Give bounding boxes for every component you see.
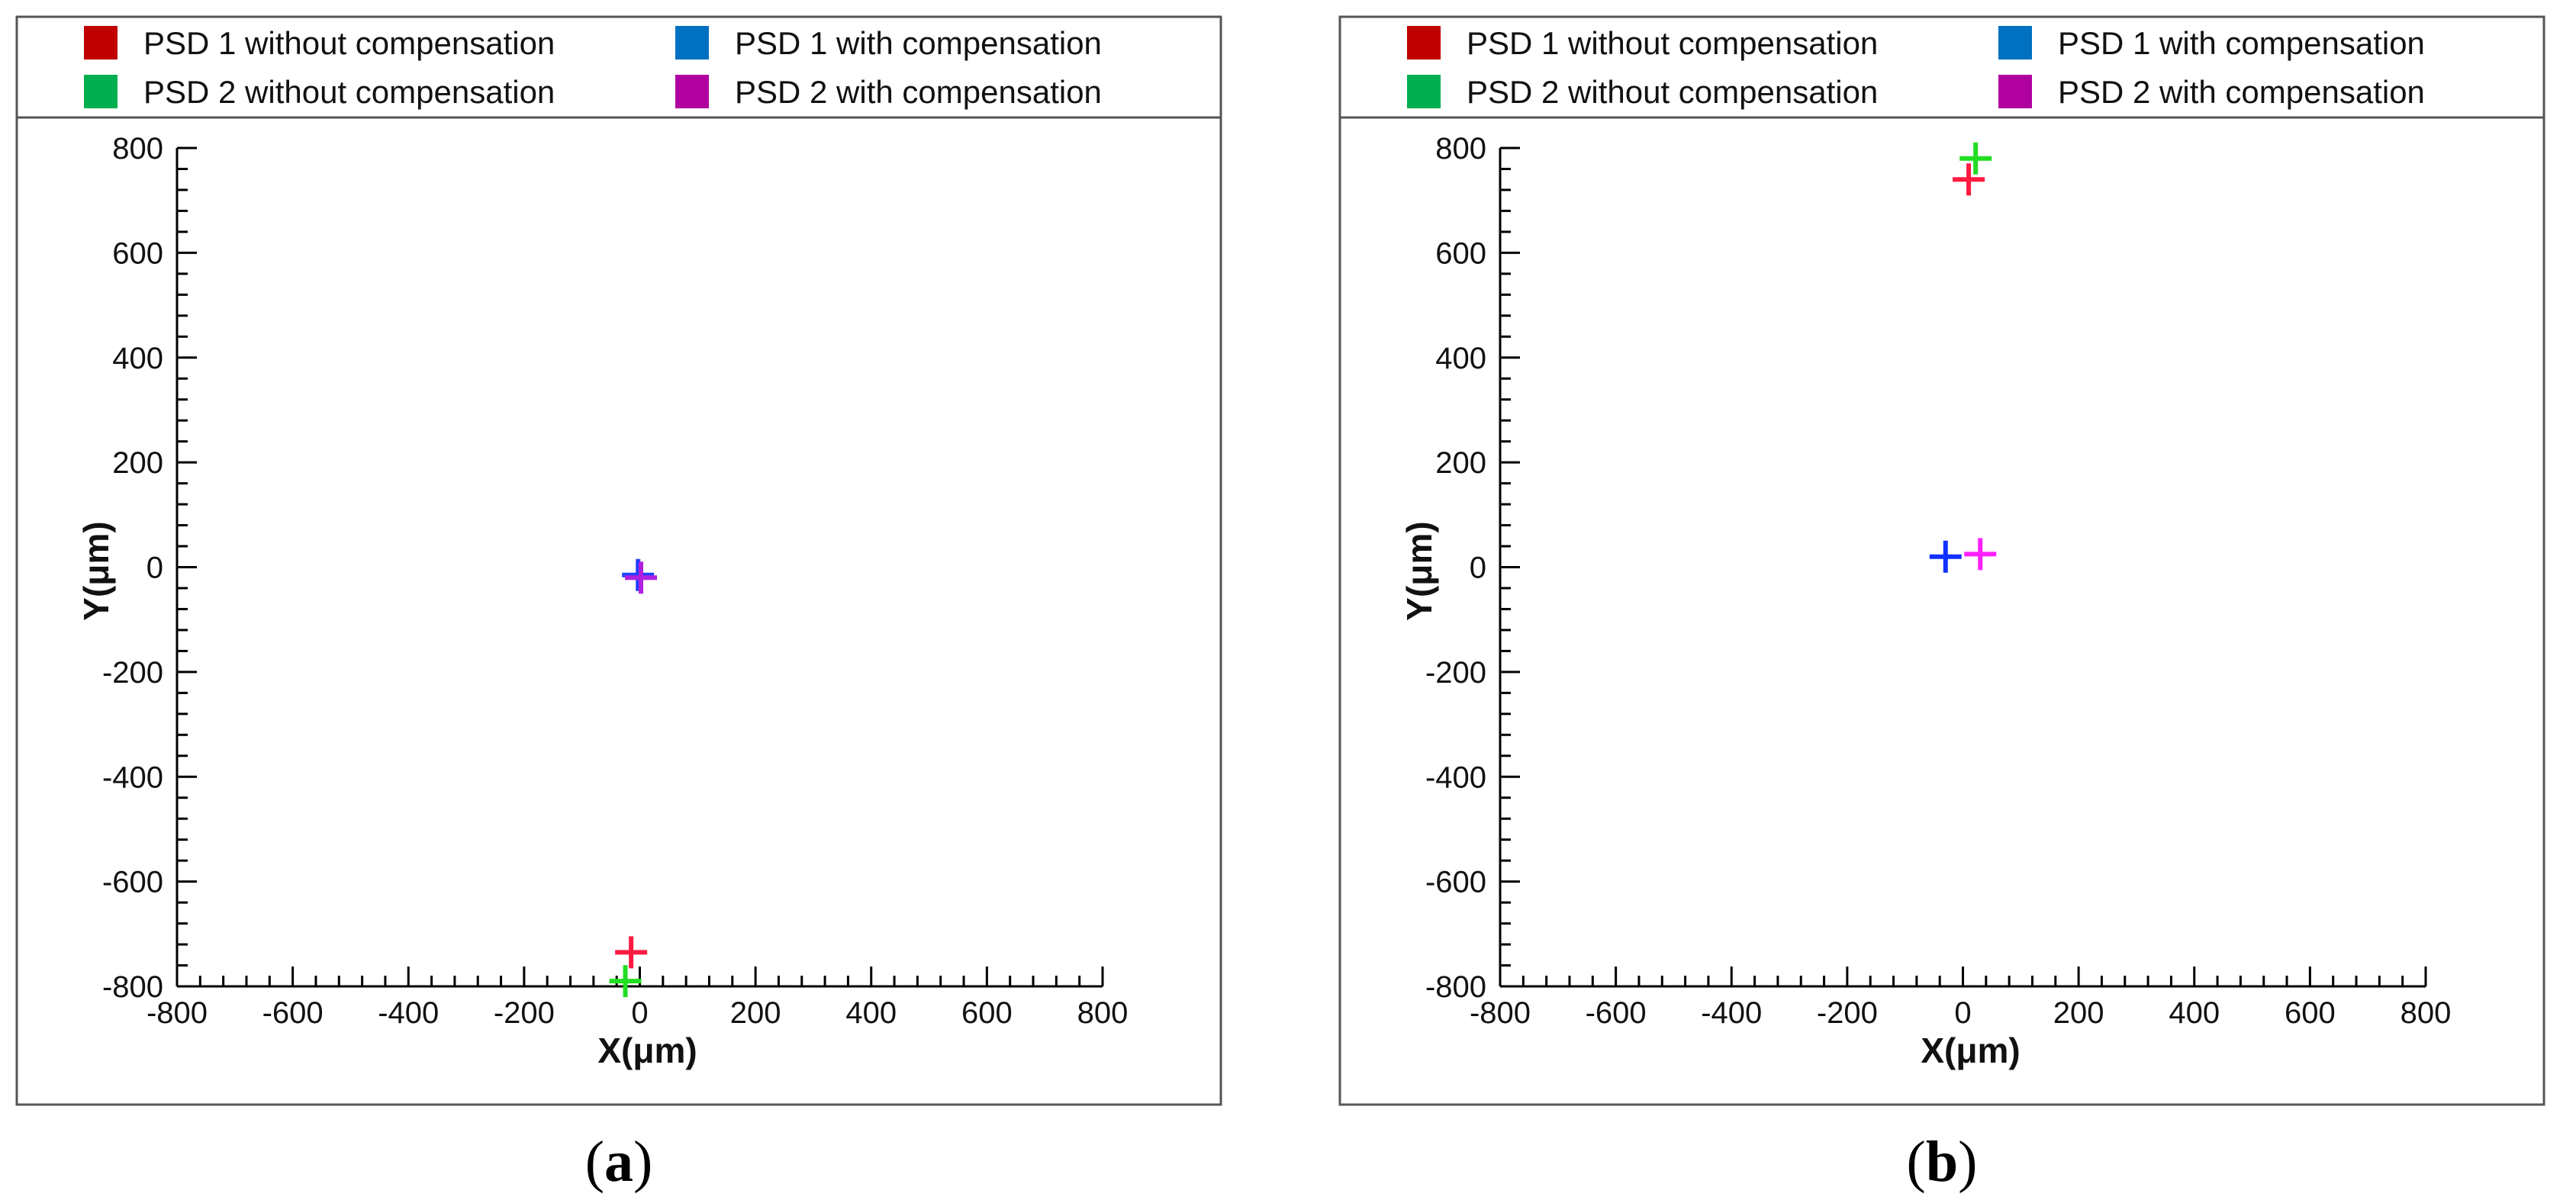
x-tick-label: -600 [1586, 996, 1647, 1030]
data-point-psd-1-with-compensation [622, 558, 655, 591]
legend-swatch [675, 75, 709, 108]
legend-swatch [1407, 75, 1441, 108]
data-point-psd-2-without-compensation [1959, 142, 1992, 175]
y-tick-label: 800 [1435, 132, 1486, 166]
legend-label: PSD 1 without compensation [1467, 25, 1878, 61]
y-tick-label: -600 [1425, 866, 1486, 899]
x-tick-label: -200 [494, 996, 555, 1030]
y-tick-label: -400 [1425, 761, 1486, 794]
legend-swatch [84, 26, 118, 60]
x-tick-label: 800 [1077, 996, 1129, 1030]
y-tick-label: 0 [147, 552, 163, 585]
x-tick-label: 400 [2169, 996, 2220, 1030]
y-tick-label: 400 [1435, 342, 1486, 375]
x-tick-label: 800 [2401, 996, 2452, 1030]
y-tick-label: -800 [102, 970, 163, 1004]
x-axis-label: X(μm) [597, 1031, 697, 1070]
legend-item: PSD 2 with compensation [1998, 74, 2425, 110]
legend-swatch [84, 75, 118, 108]
y-tick-label: 600 [1435, 236, 1486, 270]
caption-a: (a) [584, 1130, 653, 1194]
x-tick-label: 0 [631, 996, 648, 1030]
legend-item: PSD 2 with compensation [675, 74, 1102, 110]
x-tick-label: 600 [961, 996, 1013, 1030]
x-tick-label: -200 [1817, 996, 1878, 1030]
y-tick-label: 200 [1435, 446, 1486, 480]
legend-swatch [1998, 75, 2032, 108]
caption-b-letter: b [1925, 1130, 1959, 1194]
y-tick-label: -200 [102, 656, 163, 690]
legend-box [15, 15, 1222, 119]
x-tick-label: -400 [378, 996, 439, 1030]
x-tick-label: 0 [1954, 996, 1971, 1030]
data-point-psd-2-with-compensation [1964, 538, 1997, 571]
chart-panel-b: PSD 1 without compensation PSD 1 with com… [1323, 0, 2561, 1203]
legend-label: PSD 1 without compensation [143, 25, 555, 61]
legend-item: PSD 1 without compensation [84, 25, 555, 61]
legend-item: PSD 1 with compensation [675, 25, 1102, 61]
data-point-psd-1-with-compensation [1929, 540, 1962, 573]
panel-frame [1338, 15, 2545, 1106]
legend-box [1338, 15, 2545, 119]
y-tick-label: -400 [102, 761, 163, 794]
x-tick-label: 600 [2285, 996, 2336, 1030]
y-tick-label: 600 [112, 236, 163, 270]
legend-swatch [1407, 26, 1441, 60]
chart-panel-a: PSD 1 without compensation PSD 1 with com… [0, 0, 1238, 1203]
legend-label: PSD 2 with compensation [735, 74, 1102, 110]
x-tick-label: -400 [1701, 996, 1762, 1030]
legend-label: PSD 1 with compensation [735, 25, 1102, 61]
legend-label: PSD 1 with compensation [2058, 25, 2425, 61]
y-tick-label: 200 [112, 446, 163, 480]
scatter-chart-b: PSD 1 without compensation PSD 1 with com… [1338, 15, 2545, 1106]
data-point-psd-1-without-compensation [615, 936, 648, 969]
x-tick-label: 400 [845, 996, 897, 1030]
x-axis-label: X(μm) [1921, 1031, 2020, 1070]
y-axis-label: Y(μm) [1399, 521, 1439, 620]
y-tick-label: -600 [102, 866, 163, 899]
legend-swatch [675, 26, 709, 60]
y-tick-label: -800 [1425, 970, 1486, 1004]
data-point-psd-1-without-compensation [1953, 163, 1985, 196]
legend-label: PSD 2 with compensation [2058, 74, 2425, 110]
x-tick-label: -600 [262, 996, 324, 1030]
scatter-chart-a: PSD 1 without compensation PSD 1 with com… [15, 15, 1222, 1106]
x-tick-label: -800 [1470, 996, 1531, 1030]
legend-item: PSD 1 without compensation [1407, 25, 1878, 61]
legend-item: PSD 2 without compensation [1407, 74, 1878, 110]
caption-b: (b) [1906, 1130, 1978, 1194]
legend-item: PSD 1 with compensation [1998, 25, 2425, 61]
y-tick-label: 0 [1470, 552, 1486, 585]
data-point-psd-2-without-compensation [609, 965, 642, 998]
y-tick-label: -200 [1425, 656, 1486, 690]
x-tick-label: 200 [2053, 996, 2104, 1030]
legend-label: PSD 2 without compensation [1467, 74, 1878, 110]
caption-a-letter: a [604, 1130, 633, 1194]
panel-frame [15, 15, 1222, 1106]
legend-label: PSD 2 without compensation [143, 74, 555, 110]
y-axis-label: Y(μm) [76, 521, 116, 620]
legend-item: PSD 2 without compensation [84, 74, 555, 110]
x-tick-label: -800 [147, 996, 208, 1030]
y-tick-label: 400 [112, 342, 163, 375]
legend-swatch [1998, 26, 2032, 60]
data-point-psd-2-with-compensation [625, 561, 658, 594]
y-tick-label: 800 [112, 132, 163, 166]
x-tick-label: 200 [730, 996, 781, 1030]
